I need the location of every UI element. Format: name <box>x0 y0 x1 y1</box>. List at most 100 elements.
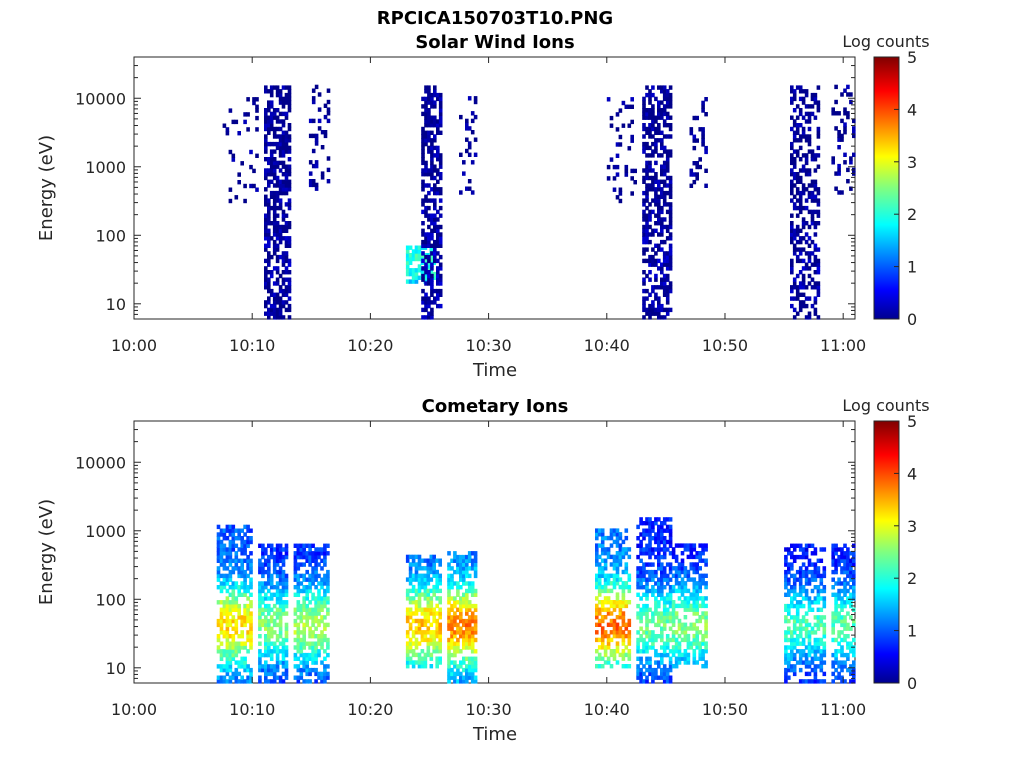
spectrogram-cell <box>795 626 800 631</box>
spectrogram-cell <box>668 224 673 230</box>
spectrogram-cell <box>807 183 812 188</box>
spectrogram-cell <box>308 577 312 582</box>
spectrogram-cell <box>269 104 274 109</box>
spectrogram-cell <box>237 585 241 590</box>
y-tick-label: 10 <box>106 295 126 314</box>
spectrogram-cell <box>314 634 318 639</box>
spectrogram-cell <box>427 145 431 151</box>
spectrogram-cell <box>275 296 280 301</box>
spectrogram-cell <box>627 600 632 605</box>
spectrogram-cell <box>459 618 463 624</box>
spectrogram-cell <box>804 577 809 582</box>
spectrogram-cell <box>275 160 280 166</box>
spectrogram-cell <box>654 311 658 316</box>
spectrogram-cell <box>657 675 661 680</box>
spectrogram-cell <box>272 183 277 188</box>
spectrogram-cell <box>240 528 244 533</box>
spectrogram-cell <box>680 581 685 586</box>
spectrogram-cell <box>421 209 425 215</box>
spectrogram-cell <box>436 243 440 248</box>
spectrogram-cell <box>612 622 617 627</box>
spectrogram-cell <box>462 675 466 680</box>
spectrogram-cell <box>680 566 685 571</box>
spectrogram-cell <box>240 622 244 628</box>
spectrogram-cell <box>834 649 838 654</box>
spectrogram-cell <box>272 126 277 132</box>
spectrogram-cell <box>255 127 259 132</box>
spectrogram-cell <box>267 126 271 132</box>
spectrogram-cell <box>293 577 298 582</box>
spectrogram-cell <box>837 577 841 582</box>
spectrogram-cell <box>843 577 847 582</box>
spectrogram-cell <box>432 641 436 646</box>
spectrogram-cell <box>296 551 301 556</box>
spectrogram-cell <box>272 641 277 646</box>
spectrogram-cell <box>453 618 457 624</box>
spectrogram-cell <box>447 581 451 586</box>
spectrogram-cell <box>438 596 442 601</box>
spectrogram-cell <box>462 622 466 628</box>
spectrogram-cell <box>326 600 330 605</box>
spectrogram-cell <box>272 130 277 135</box>
spectrogram-cell <box>430 292 434 297</box>
spectrogram-cell <box>671 611 676 616</box>
spectrogram-cell <box>424 85 428 90</box>
spectrogram-cell <box>222 543 227 548</box>
spectrogram-cell <box>834 581 838 586</box>
spectrogram-cell <box>456 554 460 560</box>
spectrogram-cell <box>822 547 827 552</box>
spectrogram-cell <box>305 652 309 658</box>
spectrogram-cell <box>414 618 419 624</box>
spectrogram-cell <box>654 202 658 207</box>
spectrogram-cell <box>790 649 794 654</box>
spectrogram-cell <box>660 611 664 616</box>
spectrogram-cell <box>801 126 806 132</box>
spectrogram-cell <box>427 273 431 279</box>
spectrogram-cell <box>657 532 661 537</box>
spectrogram-cell <box>421 202 425 207</box>
spectrogram-cell <box>225 645 230 650</box>
spectrogram-cell <box>677 618 682 624</box>
spectrogram-cell <box>846 626 850 631</box>
spectrogram-cell <box>804 221 809 226</box>
spectrogram-cell <box>790 270 794 275</box>
spectrogram-cell <box>473 675 478 680</box>
spectrogram-cell <box>435 611 439 616</box>
spectrogram-cell <box>660 228 664 233</box>
spectrogram-cell <box>849 160 853 165</box>
spectrogram-cell <box>225 131 230 136</box>
spectrogram-cell <box>326 179 331 184</box>
spectrogram-cell <box>662 179 667 184</box>
spectrogram-cell <box>677 573 682 578</box>
spectrogram-cell <box>278 153 283 158</box>
spectrogram-cell <box>654 600 658 605</box>
spectrogram-cell <box>834 566 838 571</box>
spectrogram-cell <box>813 307 818 313</box>
spectrogram-cell <box>317 551 321 556</box>
spectrogram-cell <box>456 622 460 628</box>
spectrogram-cell <box>816 288 821 294</box>
spectrogram-cell <box>665 307 670 313</box>
spectrogram-cell <box>447 622 451 628</box>
spectrogram-cell <box>668 592 673 597</box>
spectrogram-cell <box>438 626 442 631</box>
spectrogram-cell <box>660 130 664 135</box>
spectrogram-cell <box>408 569 413 575</box>
spectrogram-cell <box>668 600 673 605</box>
spectrogram-cell <box>405 256 410 262</box>
spectrogram-cell <box>639 634 643 639</box>
spectrogram-cell <box>680 637 685 643</box>
colorbar-tick-label: 2 <box>907 569 917 588</box>
spectrogram-cell <box>275 266 280 271</box>
spectrogram-cell <box>795 577 800 582</box>
spectrogram-cell <box>284 626 289 631</box>
x-tick-label: 10:20 <box>347 336 393 355</box>
spectrogram-cell <box>281 656 286 661</box>
spectrogram-cell <box>267 258 271 264</box>
spectrogram-cell <box>447 607 451 612</box>
spectrogram-cell <box>427 183 431 188</box>
spectrogram-cell <box>246 112 250 117</box>
spectrogram-cell <box>467 186 472 191</box>
spectrogram-cell <box>465 558 469 563</box>
spectrogram-cell <box>281 164 286 169</box>
